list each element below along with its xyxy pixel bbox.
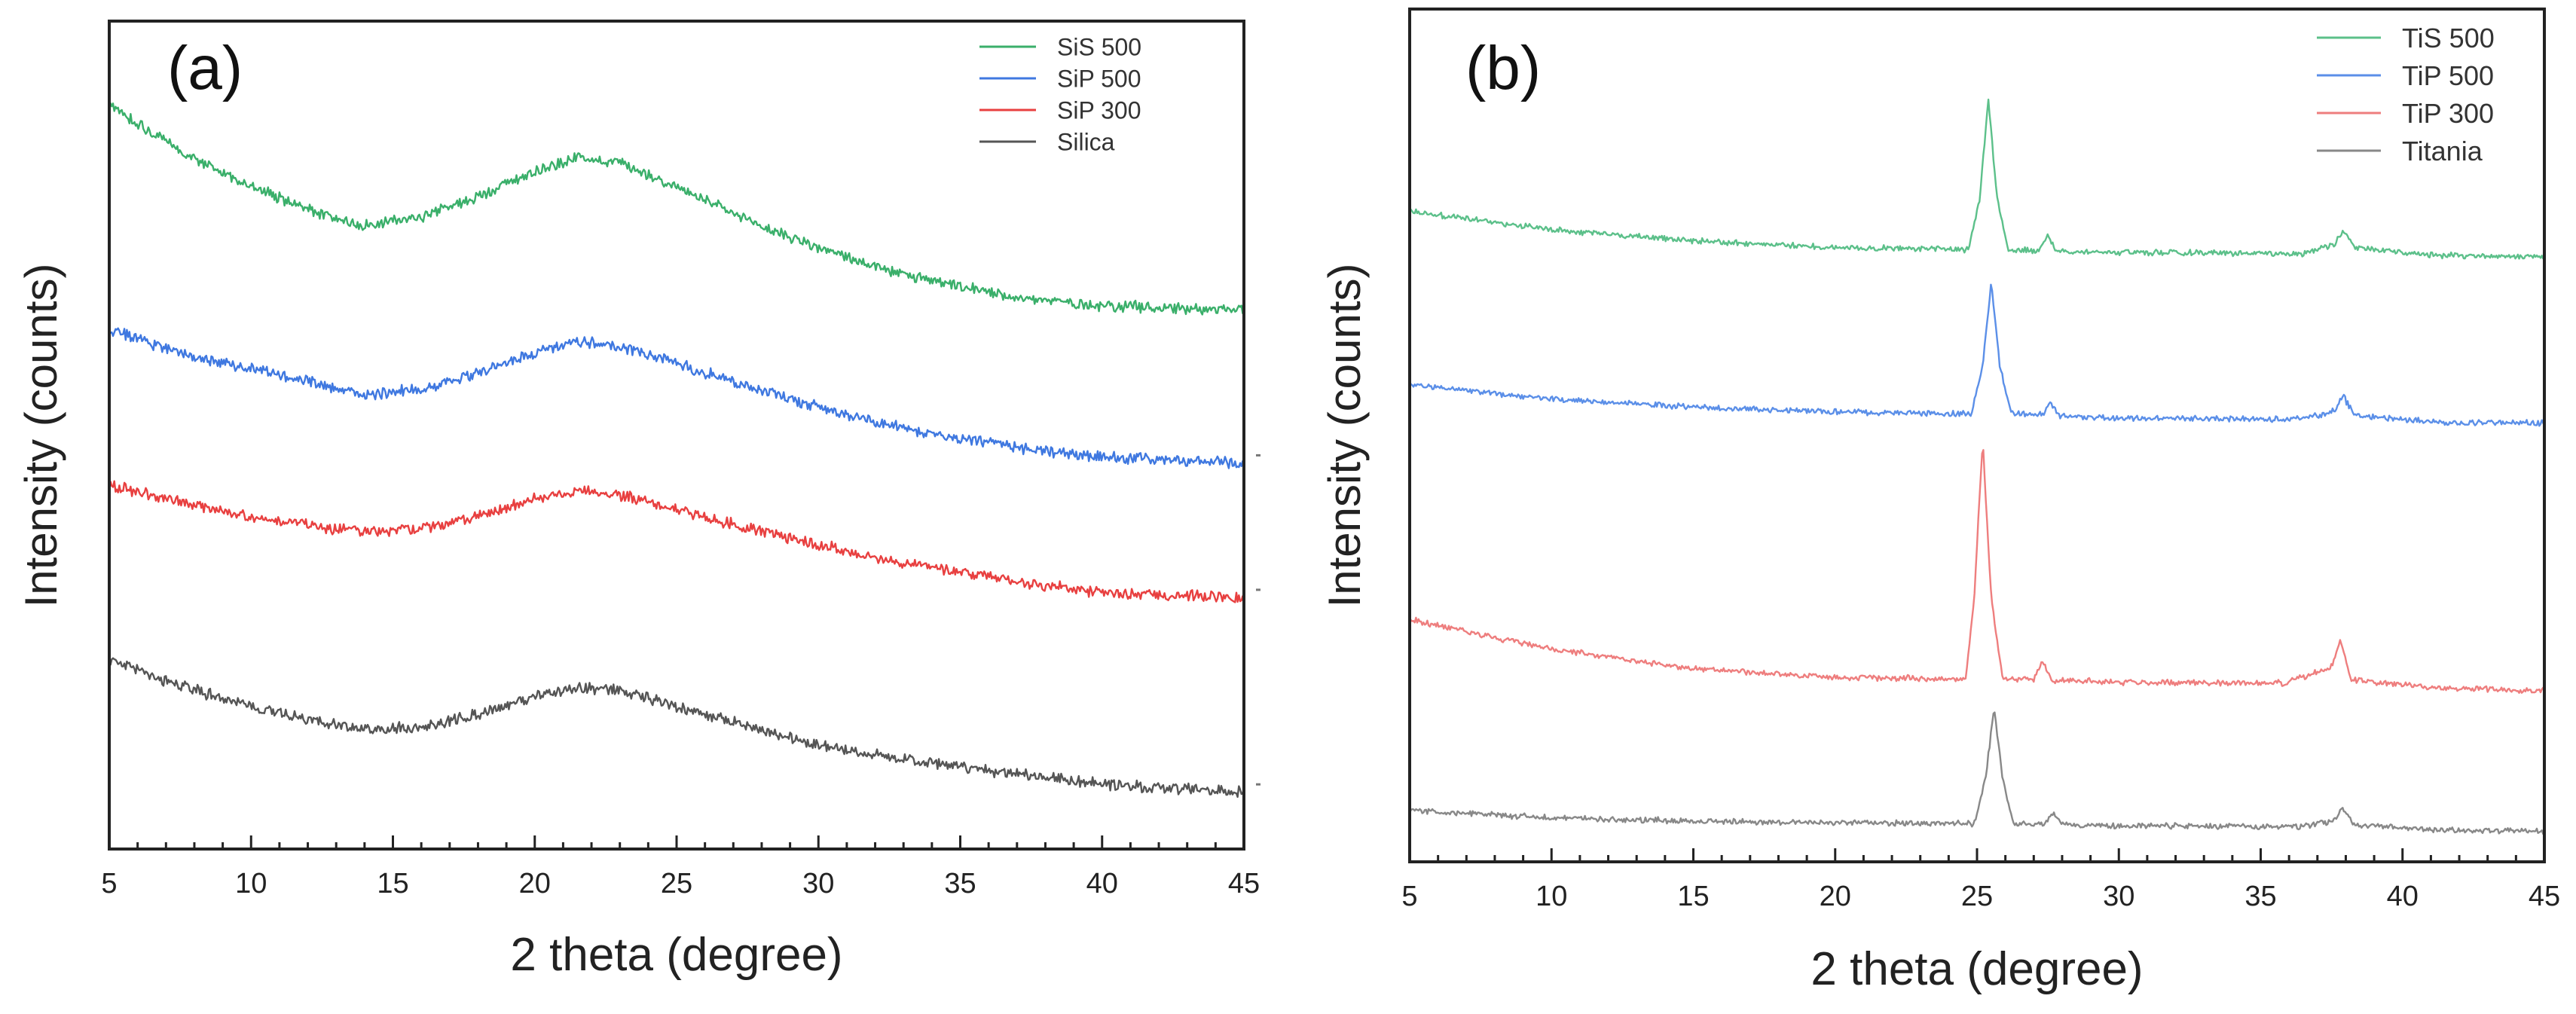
legend-label: TiP 500 bbox=[2402, 60, 2494, 91]
x-tick-label: 30 bbox=[2103, 881, 2134, 912]
x-tick-label: 15 bbox=[377, 868, 408, 899]
panel-a-y-axis-label: Intensity (counts) bbox=[16, 264, 66, 608]
x-tick-label: 10 bbox=[1536, 881, 1567, 912]
x-tick-label: 10 bbox=[235, 868, 267, 899]
x-tick-label: 20 bbox=[1820, 881, 1851, 912]
x-tick-label: 35 bbox=[944, 868, 976, 899]
series-line-sis-500 bbox=[108, 102, 1245, 316]
panel-a-plot-area bbox=[108, 102, 1245, 799]
x-tick-label: 30 bbox=[802, 868, 834, 899]
x-tick-label: 35 bbox=[2244, 881, 2276, 912]
panel-b-chart: 5 10 15 20 25 30 35 40 45 (b) 2 theta (degree) I… bbox=[1319, 8, 2560, 995]
legend-label: Silica bbox=[1057, 129, 1115, 156]
x-tick-label: 5 bbox=[1401, 881, 1417, 912]
series-line-titania bbox=[1408, 711, 2546, 835]
panel-a-x-axis-label: 2 theta (degree) bbox=[510, 929, 842, 981]
panel-a-label: (a) bbox=[167, 34, 243, 102]
panel-a-right-ticks bbox=[1256, 454, 1260, 786]
series-line-tip-500 bbox=[1408, 283, 2546, 427]
x-tick-label: 40 bbox=[2387, 881, 2419, 912]
legend-label: TiS 500 bbox=[2402, 23, 2495, 53]
series-line-silica bbox=[108, 657, 1245, 799]
panel-b-axes-frame bbox=[1408, 8, 2546, 863]
x-tick-label: 5 bbox=[101, 868, 117, 899]
legend-label: SiS 500 bbox=[1057, 34, 1141, 61]
panel-b-plot-area bbox=[1408, 98, 2546, 835]
panel-a-legend: SiS 500 SiP 500 SiP 300 Silica bbox=[979, 34, 1141, 156]
panel-b-y-axis-label: Intensity (counts) bbox=[1319, 264, 1370, 608]
panel-b-x-axis-label: 2 theta (degree) bbox=[1811, 943, 2143, 995]
x-tick-label: 25 bbox=[1961, 881, 1993, 912]
legend-label: SiP 500 bbox=[1057, 66, 1141, 93]
series-line-sip-500 bbox=[108, 327, 1245, 469]
series-line-tip-300 bbox=[1409, 449, 2546, 694]
panel-a-chart: 5 10 15 20 25 30 35 40 45 (a) 2 theta (degree) I… bbox=[16, 20, 1260, 981]
legend-label: Titania bbox=[2402, 136, 2483, 166]
x-tick-label: 45 bbox=[1228, 868, 1260, 899]
panel-b-x-ticks: 5 10 15 20 25 30 35 40 45 bbox=[1401, 848, 2560, 912]
x-tick-label: 45 bbox=[2529, 881, 2560, 912]
series-line-sip-300 bbox=[108, 480, 1245, 603]
legend-label: TiP 300 bbox=[2402, 98, 2494, 129]
x-tick-label: 15 bbox=[1677, 881, 1709, 912]
panel-b-legend: TiS 500 TiP 500 TiP 300 Titania bbox=[2317, 23, 2495, 166]
x-tick-label: 20 bbox=[519, 868, 551, 899]
panel-a-x-ticks: 5 10 15 20 25 30 35 40 45 bbox=[101, 835, 1260, 899]
legend-label: SiP 300 bbox=[1057, 97, 1141, 124]
x-tick-label: 25 bbox=[661, 868, 692, 899]
x-tick-label: 40 bbox=[1086, 868, 1118, 899]
panel-b-label: (b) bbox=[1465, 34, 1541, 102]
series-line-tis-500 bbox=[1408, 98, 2545, 260]
